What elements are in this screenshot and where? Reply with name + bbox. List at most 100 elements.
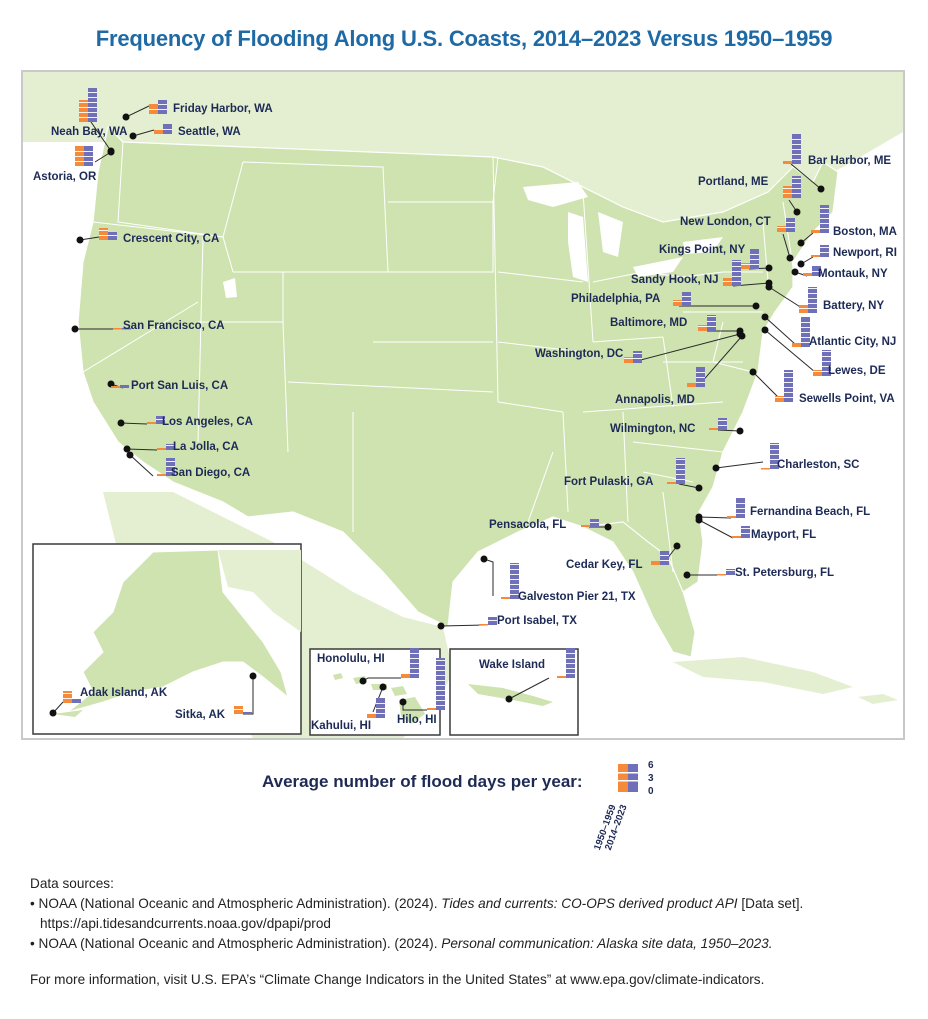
- station-label: La Jolla, CA: [173, 441, 239, 453]
- legend-tick-6: 6: [648, 760, 654, 771]
- bar-2014-2023: [633, 351, 642, 363]
- bar-1950-1959: [99, 228, 108, 240]
- bar-2014-2023: [488, 617, 497, 625]
- station-label: Fort Pulaski, GA: [564, 476, 653, 488]
- source-item: • NOAA (National Oceanic and Atmospheric…: [30, 936, 773, 951]
- station-battery-ny: Battery, NY: [765, 283, 884, 313]
- station-cedar-key-fl: Cedar Key, FL: [566, 542, 681, 571]
- bar-1950-1959: [667, 482, 676, 484]
- alaska-inset: [32, 543, 302, 735]
- station-label: Astoria, OR: [33, 171, 97, 183]
- great-lakes: [523, 182, 723, 282]
- station-dot: [379, 683, 387, 691]
- station-seattle-wa: Seattle, WA: [129, 124, 241, 140]
- bar-1950-1959: [775, 396, 784, 402]
- station-fernandina-beach-fl: Fernandina Beach, FL: [695, 498, 870, 521]
- bar-2014-2023: [792, 176, 801, 198]
- leader-line: [699, 335, 743, 385]
- station-bar-harbor-me: Bar Harbor, ME: [783, 134, 891, 193]
- bar-2014-2023: [726, 569, 735, 575]
- wake-inset: [449, 648, 579, 736]
- bar-1950-1959: [157, 474, 166, 476]
- station-label: Philadelphia, PA: [571, 293, 660, 305]
- leader-line: [120, 422, 148, 425]
- leader-line: [764, 316, 796, 345]
- station-dot: [683, 571, 691, 579]
- station-dot: [107, 380, 115, 388]
- bar-1950-1959: [557, 676, 566, 678]
- leader-line: [698, 519, 734, 539]
- station-dot: [249, 672, 257, 680]
- bar-1950-1959: [813, 370, 822, 376]
- data-sources: Data sources: • NOAA (National Oceanic a…: [30, 874, 910, 954]
- station-mayport-fl: Mayport, FL: [695, 516, 816, 541]
- bar-1950-1959: [687, 383, 696, 387]
- station-label: Newport, RI: [833, 247, 897, 259]
- station-label: St. Petersburg, FL: [735, 567, 834, 579]
- bar-1950-1959: [63, 691, 72, 703]
- station-san-francisco-ca: San Francisco, CA: [71, 320, 225, 333]
- station-label: Port Isabel, TX: [497, 615, 577, 627]
- station-label: Wake Island: [479, 659, 545, 671]
- station-dot: [673, 542, 681, 550]
- station-wake-island: Wake Island: [479, 648, 575, 703]
- bar-2014-2023: [820, 245, 829, 257]
- legend-bar-old: [618, 764, 628, 792]
- leader-line: [752, 371, 780, 399]
- bar-2014-2023: [108, 232, 117, 240]
- bar-1950-1959: [799, 305, 808, 313]
- great-salt-lake: [223, 278, 237, 298]
- station-label: San Francisco, CA: [123, 320, 225, 332]
- station-san-diego-ca: San Diego, CA: [126, 451, 250, 479]
- station-label: Washington, DC: [535, 348, 623, 360]
- station-label: Wilmington, NC: [610, 423, 696, 435]
- station-dot: [76, 236, 84, 244]
- bar-2014-2023: [676, 458, 685, 484]
- station-dot: [765, 264, 773, 272]
- station-label: Lewes, DE: [828, 365, 886, 377]
- us-map: Neah Bay, WA Friday Harbor, WA Seattle, WA…: [23, 72, 903, 738]
- station-dot: [791, 268, 799, 276]
- bar-1950-1959: [777, 226, 786, 232]
- page-title: Frequency of Flooding Along U.S. Coasts,…: [95, 26, 833, 51]
- leader-line: [125, 105, 150, 118]
- bar-1950-1959: [709, 428, 718, 430]
- station-pensacola-fl: Pensacola, FL: [489, 519, 612, 531]
- bar-1950-1959: [147, 422, 156, 424]
- station-dot: [123, 445, 131, 453]
- bar-2014-2023: [88, 88, 97, 122]
- station-label: Crescent City, CA: [123, 233, 219, 245]
- source-item: • NOAA (National Oceanic and Atmospheric…: [30, 896, 804, 931]
- station-dot: [49, 709, 57, 717]
- bar-2014-2023: [590, 519, 599, 527]
- bar-2014-2023: [822, 350, 831, 376]
- leader-line: [90, 121, 112, 152]
- station-astoria-or: Astoria, OR: [33, 146, 115, 183]
- station-dot: [129, 132, 137, 140]
- station-label: Los Angeles, CA: [162, 416, 253, 428]
- bar-1950-1959: [792, 343, 801, 347]
- bar-2014-2023: [243, 712, 252, 714]
- station-dot: [437, 622, 445, 630]
- bar-1950-1959: [624, 357, 633, 363]
- sources-heading: Data sources:: [30, 876, 114, 891]
- leader-line: [508, 677, 550, 700]
- conus-land: [77, 125, 839, 628]
- legend-label: Average number of flood days per year:: [262, 772, 583, 791]
- state-borders: [82, 141, 794, 573]
- station-charleston-sc: Charleston, SC: [712, 443, 859, 472]
- station-sewells-point-va: Sewells Point, VA: [749, 368, 895, 405]
- station-friday-harbor-wa: Friday Harbor, WA: [122, 100, 273, 121]
- bar-1950-1959: [783, 186, 792, 198]
- legend-bars: [618, 764, 638, 792]
- leader-line: [782, 233, 791, 259]
- bar-1950-1959: [673, 300, 682, 306]
- station-dot: [786, 254, 794, 262]
- station-sandy-hook-nj: Sandy Hook, NJ: [631, 260, 773, 287]
- bar-1950-1959: [698, 325, 707, 331]
- leader-line: [440, 624, 486, 627]
- station-port-isabel-tx: Port Isabel, TX: [437, 615, 577, 630]
- station-label: New London, CT: [680, 216, 771, 228]
- bar-1950-1959: [501, 597, 510, 599]
- station-label: Galveston Pier 21, TX: [518, 591, 636, 603]
